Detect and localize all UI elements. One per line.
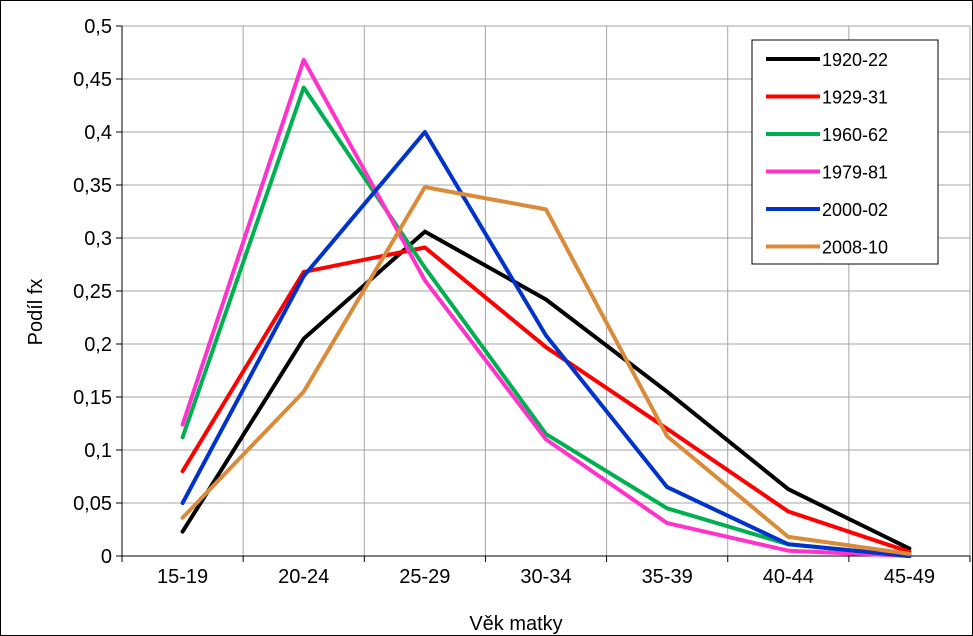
series-line-1929-31 (180, 245, 912, 554)
x-tick-label: 35-39 (642, 566, 693, 588)
x-tick-label: 15-19 (157, 566, 208, 588)
y-tick-label: 0,3 (84, 228, 112, 250)
y-tick-label: 0,4 (84, 122, 112, 144)
x-tick-label: 45-49 (884, 566, 935, 588)
y-tick-label: 0,35 (73, 175, 112, 197)
legend-label: 1979-81 (822, 163, 888, 183)
legend-label: 1920-22 (822, 50, 888, 70)
axes (116, 25, 971, 562)
y-tick-label: 0,45 (73, 69, 112, 91)
legend-label: 1960-62 (822, 125, 888, 145)
legend-label: 1929-31 (822, 88, 888, 108)
legend-box (751, 39, 939, 265)
y-tick-labels: 0 0,05 0,1 0,15 0,2 0,25 0,3 0,35 0,4 0,45 0,5 (73, 16, 112, 568)
x-tick-label: 40-44 (763, 566, 814, 588)
x-axis-label: Věk matky (469, 613, 562, 635)
y-tick-label: 0,25 (73, 281, 112, 303)
legend-label: 2000-02 (822, 200, 888, 220)
x-tick-label: 30-34 (520, 566, 571, 588)
x-tick-label: 20-24 (278, 566, 329, 588)
series-line-2008-10 (180, 185, 912, 556)
y-axis-label: Podíl fx (25, 279, 47, 346)
y-tick-label: 0,5 (84, 16, 112, 38)
series-line-1920-22 (180, 229, 912, 551)
x-tick-label: 25-29 (399, 566, 450, 588)
legend-label: 2008-10 (822, 238, 888, 258)
series-lines (180, 57, 912, 558)
y-tick-label: 0 (101, 546, 112, 568)
y-tick-label: 0,05 (73, 493, 112, 515)
x-tick-labels: 15-19 20-24 25-29 30-34 35-39 40-44 45-49 (157, 566, 935, 588)
series-line-2000-02 (180, 130, 912, 558)
legend: 1920-22 1929-31 1960-62 1979-81 2000-02 2008-… (751, 39, 939, 265)
y-tick-label: 0,1 (84, 440, 112, 462)
y-tick-label: 0,15 (73, 387, 112, 409)
series-line-1979-81 (180, 57, 912, 558)
y-tick-label: 0,2 (84, 334, 112, 356)
